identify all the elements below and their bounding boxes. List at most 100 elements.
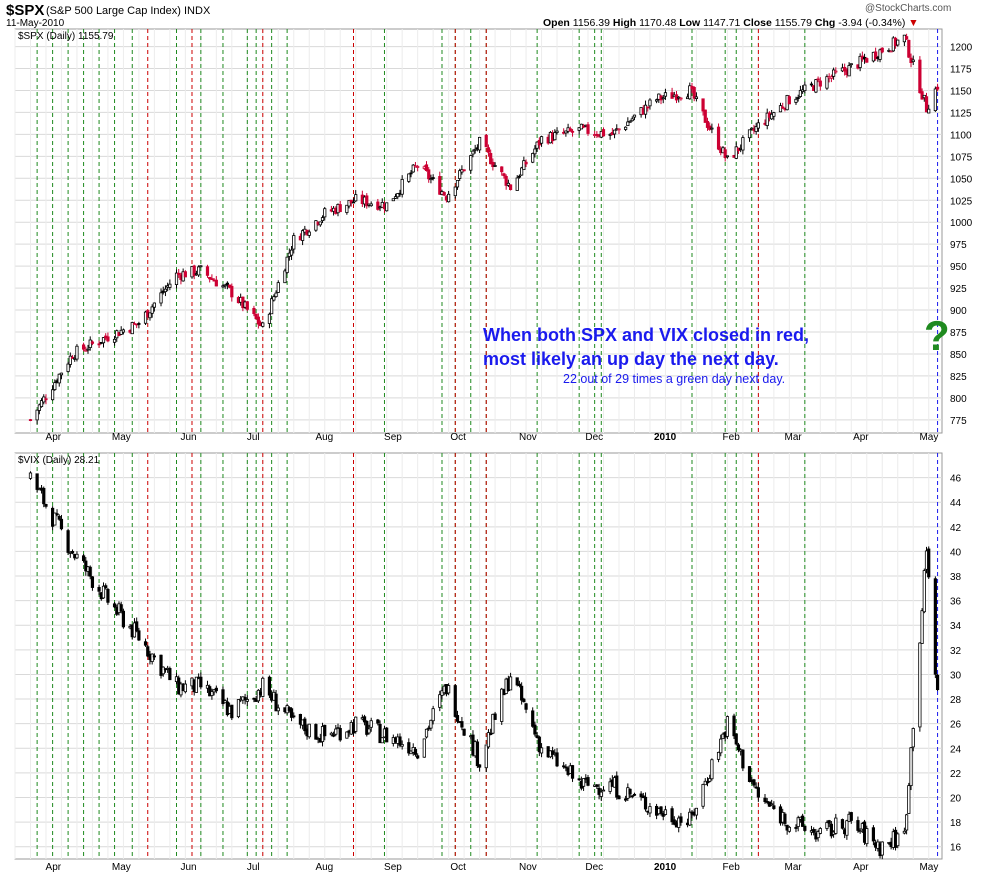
low-value: 1147.71 — [703, 17, 741, 29]
candle-body — [221, 689, 225, 705]
candle-body — [462, 169, 466, 172]
y-tick-label: 975 — [950, 240, 967, 251]
candle-body — [362, 716, 367, 723]
candle-body — [827, 820, 831, 824]
candle-body — [902, 830, 906, 834]
candle-body — [801, 815, 805, 827]
x-tick-label: 2010 — [654, 862, 677, 873]
candle-body — [429, 178, 433, 181]
candle-body — [907, 39, 911, 58]
candle-body — [878, 49, 882, 60]
candle-body — [829, 823, 833, 837]
y-tick-label: 900 — [950, 306, 967, 317]
candle-body — [508, 184, 513, 190]
candle-body — [818, 828, 822, 834]
candle-body — [723, 149, 727, 158]
candle-body — [783, 813, 787, 824]
candle-body — [70, 356, 75, 359]
candle-body — [338, 204, 342, 213]
candle-body — [577, 778, 581, 781]
candle-body — [81, 555, 86, 562]
candle-body — [933, 88, 937, 112]
candle-body — [520, 685, 524, 701]
candle-body — [369, 720, 373, 728]
candle-body — [601, 129, 606, 137]
candle-body — [256, 316, 260, 325]
candle-body — [88, 566, 92, 577]
candle-body — [595, 133, 599, 136]
candle-body — [803, 84, 807, 92]
open-label: Open — [543, 17, 570, 29]
candle-body — [770, 803, 774, 806]
candle-body — [612, 129, 617, 135]
candle-body — [236, 699, 241, 718]
candle-body — [442, 192, 446, 196]
candle-body — [137, 630, 141, 641]
candle-body — [581, 778, 586, 787]
candle-body — [416, 166, 420, 168]
candle-body — [918, 59, 922, 94]
candle-body — [849, 812, 853, 821]
candle-body — [756, 787, 760, 798]
candle-body — [473, 148, 477, 151]
candle-body — [35, 473, 39, 490]
x-tick-label: Sep — [384, 862, 402, 873]
candle-body — [148, 312, 152, 319]
candle-body — [533, 148, 537, 155]
candle-body — [500, 166, 504, 173]
candle-body — [243, 697, 247, 701]
candle-body — [424, 164, 429, 172]
series-label: $VIX (Daily) 28.21 — [18, 455, 100, 466]
candle-body — [710, 127, 714, 130]
candle-body — [716, 751, 721, 760]
candle-body — [146, 646, 150, 657]
x-tick-label: May — [112, 862, 131, 873]
candle-body — [413, 748, 418, 755]
annotation-line-1: When both SPX and VIX closed in red, — [483, 325, 810, 345]
candle-body — [520, 167, 524, 176]
x-tick-label: Oct — [450, 432, 466, 443]
candle-body — [197, 266, 201, 276]
candle-body — [351, 201, 356, 204]
candle-body — [624, 126, 628, 130]
candle-body — [705, 120, 710, 128]
candle-body — [896, 833, 900, 847]
candle-body — [933, 578, 937, 675]
candle-body — [500, 688, 504, 722]
candle-body — [440, 690, 444, 696]
x-tick-label: Nov — [519, 862, 537, 873]
candle-body — [670, 808, 674, 823]
candle-body — [51, 389, 55, 401]
candle-body — [323, 208, 327, 218]
candle-body — [692, 87, 696, 99]
candle-body — [617, 795, 621, 800]
candle-body — [66, 363, 70, 372]
candle-body — [400, 179, 404, 195]
candle-body — [254, 313, 258, 320]
candle-body — [794, 98, 798, 103]
candle-body — [112, 603, 117, 608]
candle-body — [84, 560, 88, 572]
candle-body — [396, 193, 400, 198]
candle-body — [539, 136, 544, 144]
candle-body — [502, 173, 506, 177]
candle-body — [314, 724, 318, 740]
candle-body — [345, 731, 349, 739]
candle-body — [781, 106, 785, 109]
candle-body — [471, 150, 475, 155]
candle-body — [143, 311, 148, 324]
y-tick-label: 46 — [950, 474, 962, 485]
candle-body — [734, 146, 738, 159]
candle-body — [935, 86, 940, 90]
candle-body — [710, 759, 714, 780]
index-full-name: (S&P 500 Large Cap Index) INDX — [46, 5, 211, 17]
quote-date: 11-May-2010 — [6, 18, 65, 29]
candle-body — [858, 830, 862, 833]
candle-body — [809, 83, 814, 86]
candle-body — [522, 160, 526, 171]
x-tick-label: Sep — [384, 432, 402, 443]
candle-body — [283, 270, 287, 284]
candle-body — [354, 194, 358, 202]
candle-body — [493, 713, 497, 720]
candle-body — [539, 747, 544, 754]
